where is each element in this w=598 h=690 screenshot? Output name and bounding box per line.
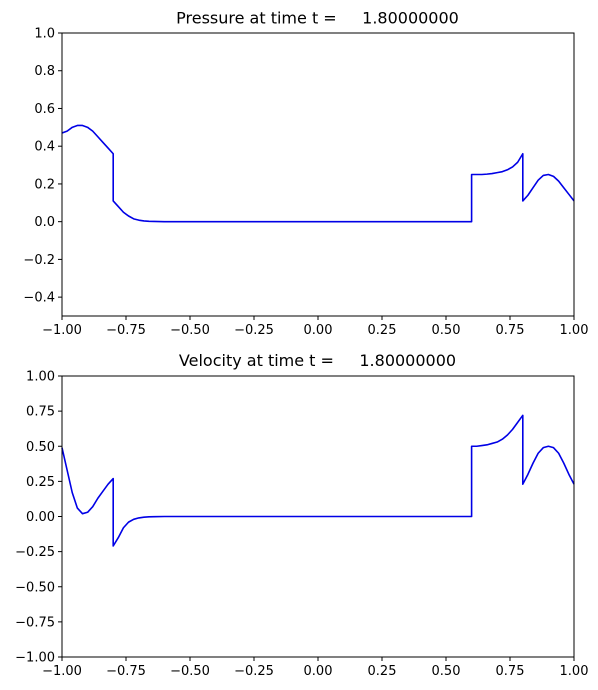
x-tick-label: 0.75 [496, 664, 525, 679]
y-tick-label: −0.50 [15, 580, 55, 595]
y-tick-label: 0.0 [34, 215, 55, 230]
y-tick-label: −0.4 [23, 291, 55, 306]
x-tick-label: 0.00 [304, 664, 333, 679]
y-tick-label: 0.75 [26, 405, 55, 420]
chart-title: Velocity at time t = 1.80000000 [179, 351, 456, 370]
x-tick-label: 0.00 [304, 323, 333, 338]
x-tick-label: 0.25 [368, 323, 397, 338]
x-tick-label: −0.50 [170, 664, 210, 679]
y-tick-label: 1.00 [26, 370, 55, 385]
y-tick-label: 0.25 [26, 475, 55, 490]
velocity-chart: Velocity at time t = 1.80000000 −1.00 −0.… [15, 351, 588, 679]
y-tick-label: 0.2 [34, 177, 55, 192]
x-tick-label: 0.50 [432, 323, 461, 338]
y-tick-label: −0.25 [15, 545, 55, 560]
x-tick-label: −0.75 [106, 664, 146, 679]
x-tick-label: 1.00 [560, 664, 589, 679]
x-tick-label: −0.25 [234, 664, 274, 679]
x-tick-label: 1.00 [560, 323, 589, 338]
x-tick-label: −0.75 [106, 323, 146, 338]
series-line [61, 414, 575, 547]
x-tick-label: 0.75 [496, 323, 525, 338]
plot-frame [61, 375, 575, 658]
y-tick-label: 0.8 [34, 64, 55, 79]
y-tick-label: 0.00 [26, 510, 55, 525]
y-tick-label: −0.75 [15, 615, 55, 630]
pressure-chart: Pressure at time t = 1.80000000 −1.00 −0.… [23, 9, 588, 339]
x-tick-label: −1.00 [42, 664, 82, 679]
series-line [61, 124, 575, 223]
y-tick-label: −1.00 [15, 651, 55, 666]
y-tick-label: 0.50 [26, 440, 55, 455]
x-tick-label: −1.00 [42, 323, 82, 338]
y-tick-label: 0.4 [34, 140, 55, 155]
y-tick-label: 0.6 [34, 102, 55, 117]
y-tick-label: −0.2 [23, 253, 55, 268]
x-tick-label: 0.50 [432, 664, 461, 679]
plot-frame [61, 32, 575, 317]
x-tick-label: 0.25 [368, 664, 397, 679]
chart-title: Pressure at time t = 1.80000000 [176, 9, 459, 28]
x-tick-label: −0.25 [234, 323, 274, 338]
y-tick-label: 1.0 [34, 27, 55, 42]
x-tick-label: −0.50 [170, 323, 210, 338]
